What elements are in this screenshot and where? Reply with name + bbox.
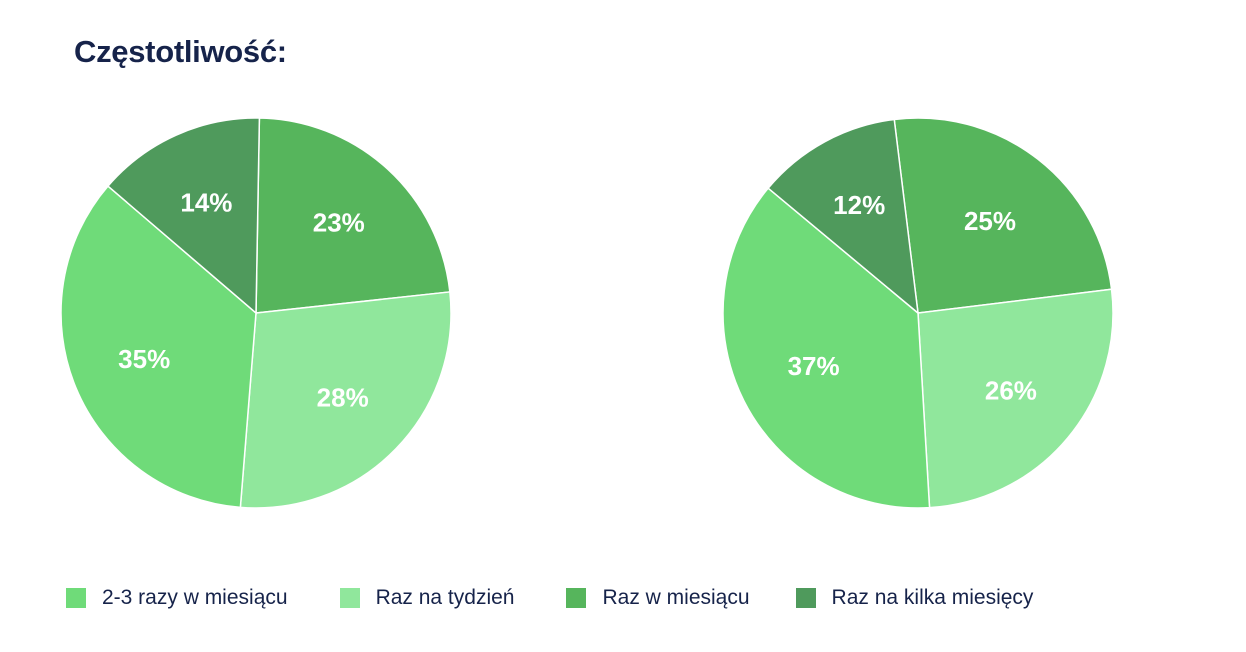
legend: 2-3 razy w miesiącu Raz na tydzień Raz w… (66, 586, 1085, 610)
pie-slice-raz-na-kilka-miesi-cy (767, 118, 919, 315)
chart-title: Częstotliwość: (74, 34, 287, 69)
legend-swatch (66, 588, 86, 608)
slice-label: 12% (833, 190, 885, 220)
legend-label: Raz na kilka miesięcy (831, 586, 1034, 609)
slice-label: 25% (964, 206, 1016, 236)
legend-item-raz-w-miesiacu: Raz w miesiącu (566, 586, 750, 610)
legend-item-raz-na-tydzien: Raz na tydzień (339, 586, 515, 610)
pie-charts: 23% 28% 35% 14% 25% 26% 37% 12% (60, 117, 1114, 509)
slice-label: 35% (118, 344, 170, 374)
pie-slice-raz-na-tydzie (239, 291, 452, 509)
legend-swatch (339, 588, 360, 608)
pie-slice-raz-w-miesi-cu (255, 117, 451, 314)
pie-slice-2-3-razy-w-miesi-cu (722, 187, 931, 509)
legend-label: 2-3 razy w miesiącu (102, 586, 288, 609)
pie-chart-1: 23% 28% 35% 14% (60, 117, 452, 509)
slice-label: 28% (317, 382, 369, 412)
legend-swatch (795, 588, 816, 608)
slice-label: 37% (788, 351, 840, 381)
pie-slice-raz-na-kilka-miesi-cy (106, 117, 261, 315)
legend-label: Raz na tydzień (375, 586, 515, 609)
slice-label: 14% (180, 188, 232, 218)
pie-slice-2-3-razy-w-miesi-cu (60, 185, 257, 509)
legend-item-2-3-razy: 2-3 razy w miesiącu (66, 586, 288, 610)
pie-slice-raz-na-tydzie (917, 288, 1114, 509)
pie-slice-raz-w-miesi-cu (893, 117, 1113, 314)
slice-label: 26% (985, 375, 1037, 405)
legend-label: Raz w miesiącu (602, 586, 750, 609)
pie-chart-2: 25% 26% 37% 12% (722, 117, 1114, 509)
slice-label: 23% (313, 207, 365, 237)
legend-item-raz-na-kilka-miesiecy: Raz na kilka miesięcy (795, 586, 1034, 610)
legend-swatch (566, 588, 587, 608)
